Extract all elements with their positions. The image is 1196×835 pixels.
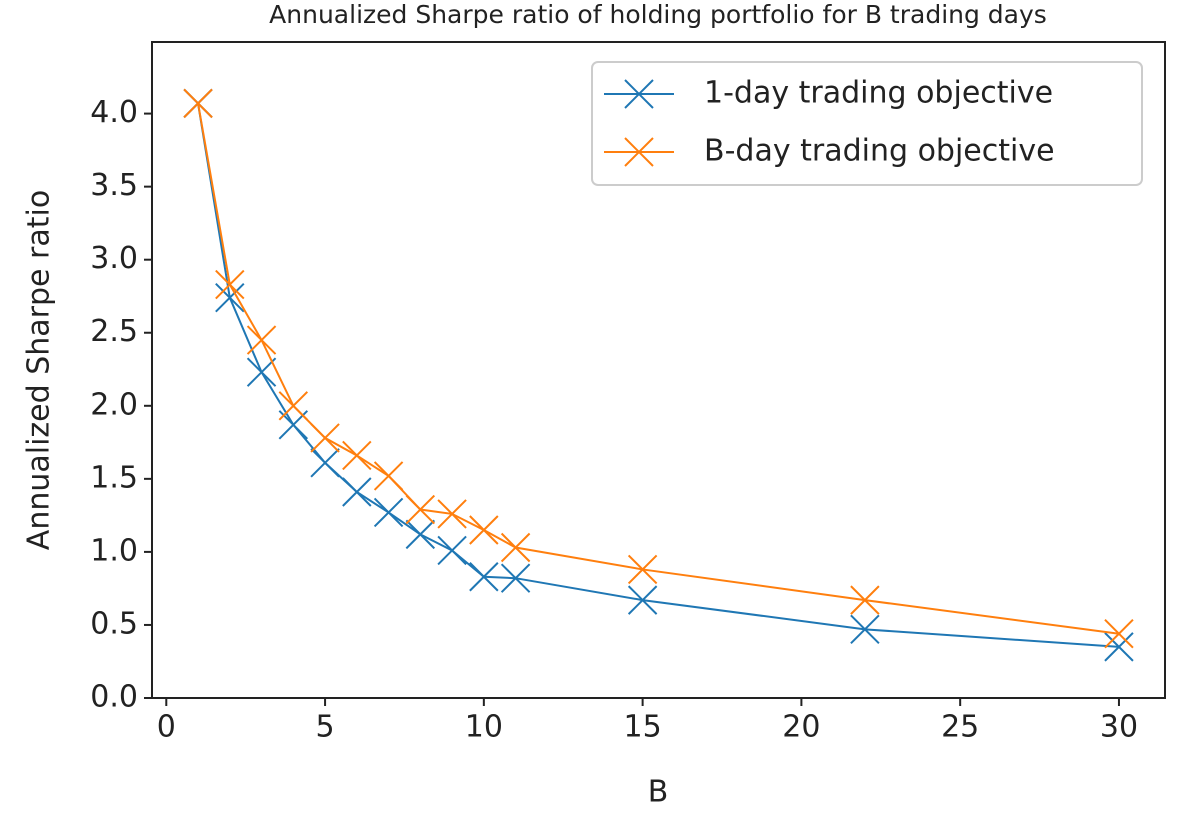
marker <box>405 519 436 550</box>
marker <box>437 499 467 529</box>
marker <box>246 325 277 355</box>
marker <box>310 448 340 478</box>
marker <box>469 515 499 545</box>
marker <box>215 269 245 300</box>
series-line <box>197 103 1120 635</box>
x-tick-label: 0 <box>157 710 176 745</box>
marker <box>342 477 372 507</box>
plot-frame <box>151 41 1166 699</box>
marker <box>850 585 880 615</box>
marker <box>183 88 213 119</box>
marker <box>469 562 499 592</box>
marker <box>627 554 658 585</box>
marker <box>850 614 880 645</box>
legend-marker <box>624 137 654 167</box>
legend-label: B-day trading objective <box>704 134 1055 169</box>
y-tick-label: 0.5 <box>90 606 138 641</box>
marker <box>215 282 245 313</box>
series-line <box>197 103 1120 648</box>
x-tick-label: 30 <box>1100 710 1138 745</box>
x-tick-label: 25 <box>941 710 979 745</box>
y-tick-label: 4.0 <box>90 95 138 130</box>
x-tick-label: 5 <box>316 710 335 745</box>
y-tick-label: 3.0 <box>90 241 138 276</box>
marker <box>373 461 404 491</box>
marker <box>1104 632 1134 662</box>
x-tick-label: 20 <box>782 710 820 745</box>
y-tick-label: 2.5 <box>90 314 138 349</box>
x-axis-label: B <box>648 775 669 810</box>
marker <box>500 563 531 593</box>
y-tick-label: 3.5 <box>90 168 138 203</box>
marker <box>500 532 531 563</box>
chart-title: Annualized Sharpe ratio of holding portf… <box>269 0 1047 29</box>
marker <box>342 440 372 471</box>
marker <box>310 423 340 453</box>
marker <box>246 357 277 387</box>
y-tick-label: 1.0 <box>90 533 138 568</box>
marker <box>373 497 404 528</box>
y-tick-label: 1.5 <box>90 460 138 495</box>
marker <box>405 494 436 525</box>
x-tick-label: 10 <box>465 710 503 745</box>
marker <box>437 535 467 566</box>
legend-box <box>591 61 1143 186</box>
marker <box>627 585 658 615</box>
y-tick-label: 2.0 <box>90 387 138 422</box>
y-axis-label: Annualized Sharpe ratio <box>22 190 57 550</box>
x-tick-label: 15 <box>624 710 662 745</box>
legend-label: 1-day trading objective <box>704 76 1053 111</box>
y-tick-label: 0.0 <box>90 680 138 715</box>
marker <box>1104 619 1134 649</box>
marker <box>278 391 309 421</box>
legend-marker <box>624 79 654 109</box>
